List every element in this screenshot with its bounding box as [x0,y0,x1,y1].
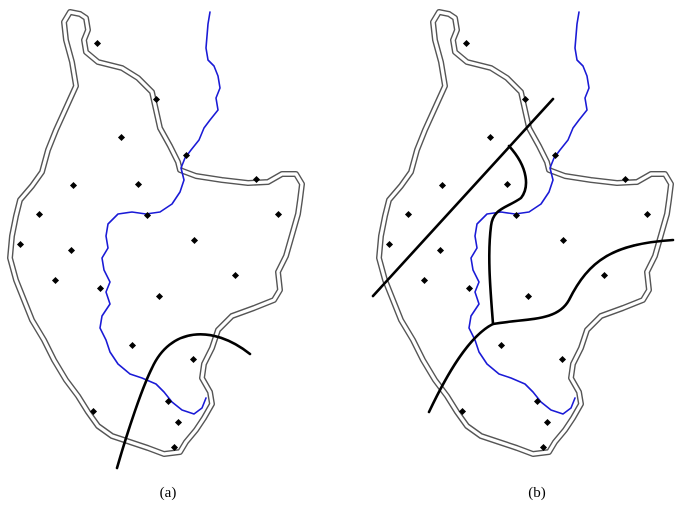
panel-b: (b) [371,10,675,501]
panel-caption-b: (b) [528,485,546,501]
region-boundary-outline [10,12,302,454]
sample-points [385,39,652,452]
region-boundary-inner-line [8,10,304,456]
region-boundary-outline [379,12,671,454]
sample-points [16,39,283,452]
partition-cut-1 [371,97,555,298]
panel-caption-a: (a) [160,485,177,501]
panel-a: (a) [10,12,302,501]
partition-cut-2 [487,144,528,326]
region-boundary-inner-line [377,10,673,456]
partition-cut-1 [115,333,252,470]
river-line [468,11,590,415]
partition-cut-3 [427,238,675,414]
